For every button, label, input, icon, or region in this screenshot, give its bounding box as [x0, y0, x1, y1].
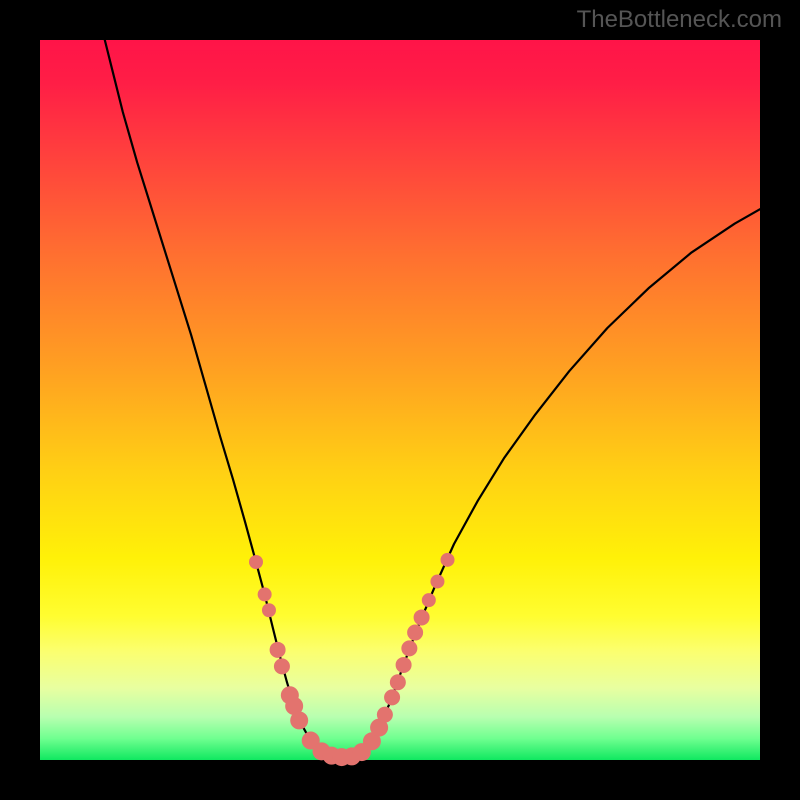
plot-background [40, 40, 760, 760]
curve-marker [414, 609, 430, 625]
curve-marker [390, 674, 406, 690]
curve-marker [422, 593, 436, 607]
curve-marker [249, 555, 263, 569]
curve-marker [377, 707, 393, 723]
curve-marker [396, 657, 412, 673]
curve-marker [441, 553, 455, 567]
bottleneck-chart-svg [0, 0, 800, 800]
curve-marker [262, 603, 276, 617]
curve-marker [430, 574, 444, 588]
curve-marker [290, 711, 308, 729]
curve-marker [384, 689, 400, 705]
watermark-text: TheBottleneck.com [577, 6, 782, 34]
curve-marker [401, 640, 417, 656]
curve-marker [270, 642, 286, 658]
chart-stage: TheBottleneck.com [0, 0, 800, 800]
curve-marker [258, 587, 272, 601]
curve-marker [274, 658, 290, 674]
curve-marker [407, 625, 423, 641]
